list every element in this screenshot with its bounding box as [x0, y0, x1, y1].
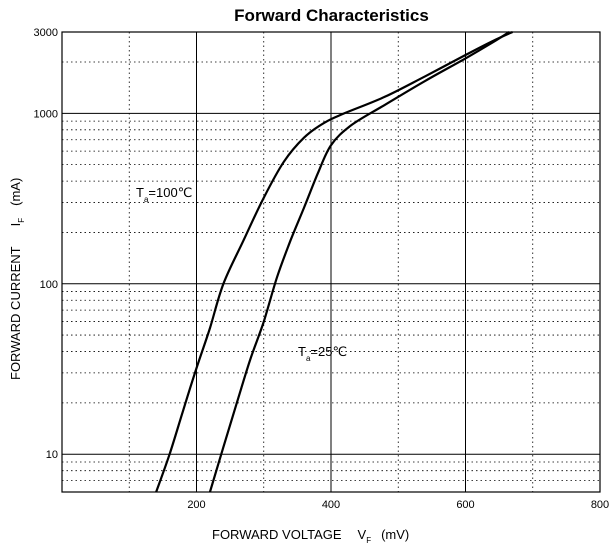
x-tick-label: 800 — [591, 499, 609, 511]
labels-layer: Ta=100℃ Ta=25℃ — [136, 185, 347, 363]
series-label-0: Ta=100℃ — [136, 185, 192, 204]
x-tick-label: 200 — [187, 499, 205, 511]
x-axis-label: FORWARD VOLTAGE VF (mV) — [212, 527, 409, 545]
series-line-1 — [208, 31, 510, 493]
y-axis-label: FORWARD CURRENTIF(mA) — [8, 178, 26, 380]
plot-frame — [61, 31, 601, 493]
series-layer — [155, 30, 514, 493]
series-label-1: Ta=25℃ — [298, 344, 347, 363]
y-tick-label: 100 — [40, 279, 58, 291]
y-tick-label: 1000 — [34, 108, 58, 120]
axes: 200 400 600 800 10 100 1000 3000 FORWARD VOLTAGE… — [8, 27, 609, 545]
y-tick-label: 10 — [46, 449, 58, 461]
series-line-0 — [155, 30, 514, 493]
x-tick-label: 400 — [322, 499, 340, 511]
x-tick-label: 600 — [456, 499, 474, 511]
grid — [62, 32, 600, 492]
y-tick-label: 3000 — [34, 27, 58, 39]
chart-title: Forward Characteristics — [234, 6, 429, 25]
